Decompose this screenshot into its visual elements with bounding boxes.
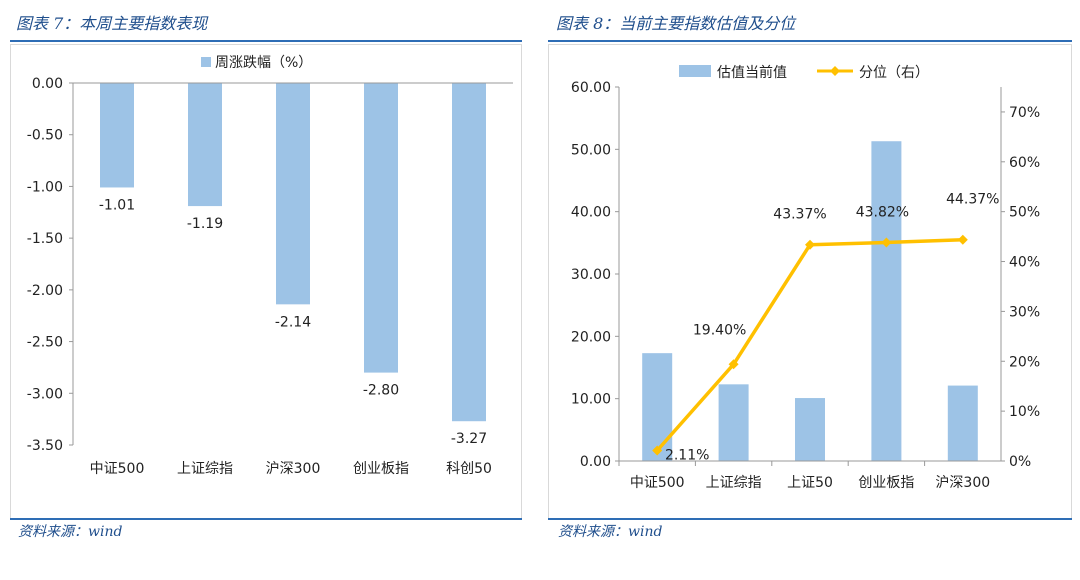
y-tick-label: -1.50 [27,231,63,247]
percentile-marker [652,445,663,456]
right-y-tick-label: 70% [1009,105,1040,121]
y-tick-label: -3.50 [27,438,63,454]
valuation-bar [947,385,978,461]
x-tick-label: 科创50 [446,461,492,477]
left-chart-title: 图表 7：本周主要指数表现 [16,14,208,33]
y-tick-label: -0.50 [27,128,63,144]
right-y-tick-label: 0% [1009,454,1031,470]
legend-swatch-marker [830,66,840,76]
percentile-data-label: 44.37% [946,192,999,208]
right-y-tick-label: 50% [1009,205,1040,221]
legend-swatch [201,57,211,67]
legend-label: 周涨跌幅（%） [215,55,312,71]
left-panel: 图表 7：本周主要指数表现 周涨跌幅（%） 0.00 -0.50 -1.00 -1.50… [0,0,530,580]
left-y-tick-label: 10.00 [571,392,611,408]
left-bar-chart: 周涨跌幅（%） 0.00 -0.50 -1.00 -1.50 -2.00 -2.50 -3.0… [27,55,513,477]
y-tick-label: -2.50 [27,335,63,351]
bar-data-label: -1.01 [99,197,135,213]
percentile-data-label: 2.11% [665,447,709,463]
valuation-bar [795,398,825,461]
bar [100,83,134,188]
x-tick-label: 上证综指 [177,461,233,477]
x-tick-label: 创业板指 [353,461,409,477]
left-y-tick-label: 50.00 [571,142,611,158]
bar-data-label: -3.27 [451,431,487,447]
x-tick-label: 创业板指 [858,475,914,491]
bar-data-label: -2.14 [275,314,311,330]
x-tick-label: 沪深300 [266,461,321,477]
bar [364,83,398,373]
right-y-tick-label: 30% [1009,304,1040,320]
legend-swatch-bar [679,65,711,77]
left-source-note: 资料来源：wind [18,524,123,540]
legend-label-bar: 估值当前值 [717,64,787,81]
bar-data-label: -2.80 [363,383,399,399]
percentile-marker [881,237,892,248]
x-tick-label: 上证50 [787,475,833,491]
x-tick-label: 中证500 [90,461,145,477]
percentile-data-label: 19.40% [693,322,746,338]
legend-label-line: 分位（右） [859,65,929,81]
right-panel: 图表 8：当前主要指数估值及分位 估值当前值 分位（右） 0.00 10.00 20.0… [540,0,1080,580]
x-tick-label: 沪深300 [935,475,990,491]
valuation-bar [642,353,673,461]
right-combo-chart: 估值当前值 分位（右） 0.00 10.00 20.00 30.00 40.00 50.00 6… [571,64,1040,491]
valuation-bar [871,141,902,461]
right-y-tick-label: 20% [1009,354,1040,370]
y-tick-label: -3.00 [27,386,63,402]
right-y-tick-label: 40% [1009,255,1040,271]
y-tick-label: 0.00 [32,76,63,92]
right-source-note: 资料来源：wind [558,524,663,540]
right-source-rule [548,518,1072,520]
left-y-tick-label: 0.00 [580,454,611,470]
y-tick-label: -2.00 [27,283,63,299]
percentile-marker [957,234,968,245]
bar [188,83,222,207]
x-tick-label: 中证500 [630,475,685,491]
bar [452,83,486,422]
left-y-tick-label: 30.00 [571,267,611,283]
left-title-rule [10,40,522,42]
x-tick-label: 上证综指 [706,475,762,491]
left-chart-area: 周涨跌幅（%） 0.00 -0.50 -1.00 -1.50 -2.00 -2.50 -3.0… [10,44,522,520]
left-y-tick-label: 20.00 [571,329,611,345]
percentile-marker [728,359,739,370]
y-tick-label: -1.00 [27,179,63,195]
percentile-data-label: 43.37% [773,207,826,223]
percentile-data-label: 43.82% [856,204,909,220]
bar [276,83,310,305]
right-chart-area: 估值当前值 分位（右） 0.00 10.00 20.00 30.00 40.00 50.00 6… [548,44,1072,520]
bar-data-label: -1.19 [187,216,223,232]
left-source-rule [10,518,522,520]
right-title-rule [548,40,1072,42]
left-y-tick-label: 40.00 [571,205,611,221]
valuation-bar [718,384,749,461]
right-chart-title: 图表 8：当前主要指数估值及分位 [556,14,796,33]
right-y-tick-label: 60% [1009,155,1040,171]
left-y-tick-label: 60.00 [571,80,611,96]
right-y-tick-label: 10% [1009,404,1040,420]
percentile-marker [805,239,815,250]
